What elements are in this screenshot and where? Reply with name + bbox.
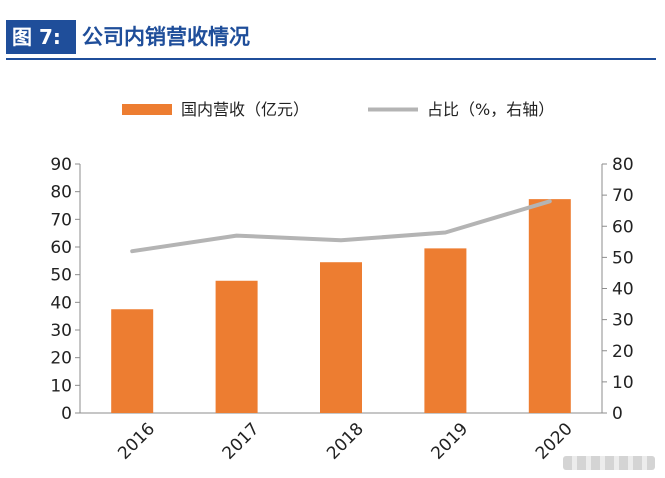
category-label-2018: 2018 bbox=[323, 419, 368, 464]
category-label-2017: 2017 bbox=[219, 419, 264, 464]
left-tick-label: 20 bbox=[50, 349, 72, 369]
left-tick-label: 70 bbox=[50, 210, 72, 230]
right-tick-label: 30 bbox=[612, 311, 634, 331]
bar-2020 bbox=[528, 199, 571, 413]
category-labels: 2016 2017 2018 2019 2020 bbox=[114, 419, 576, 464]
category-label-2016: 2016 bbox=[114, 419, 159, 464]
figure-header: 图 7: 公司内销营收情况 bbox=[0, 0, 665, 64]
right-tick-label: 40 bbox=[612, 280, 634, 300]
bar-2017 bbox=[215, 280, 258, 413]
watermark bbox=[563, 456, 655, 470]
bar-2019 bbox=[424, 248, 467, 413]
bar-series bbox=[111, 199, 571, 413]
right-tick-label: 0 bbox=[612, 404, 623, 424]
right-tick-label: 60 bbox=[612, 217, 634, 237]
legend: 国内营收（亿元） 占比（%，右轴） bbox=[122, 100, 554, 119]
figure-number-badge: 图 7: bbox=[6, 20, 76, 54]
line-series bbox=[130, 199, 552, 254]
left-tick-label: 10 bbox=[50, 376, 72, 396]
header-divider bbox=[6, 58, 656, 60]
legend-label-line: 占比（%，右轴） bbox=[427, 100, 554, 119]
left-tick-label: 0 bbox=[61, 404, 72, 424]
share-line bbox=[130, 199, 552, 254]
right-tick-label: 50 bbox=[612, 248, 634, 268]
left-tick-label: 50 bbox=[50, 266, 72, 286]
right-axis-ticks: 0 10 20 30 40 50 60 70 80 bbox=[602, 155, 634, 424]
left-tick-label: 90 bbox=[50, 155, 72, 175]
left-tick-label: 60 bbox=[50, 238, 72, 258]
legend-swatch-bar bbox=[122, 104, 172, 115]
bar-2018 bbox=[320, 262, 362, 413]
right-tick-label: 10 bbox=[612, 373, 634, 393]
legend-label-bar: 国内营收（亿元） bbox=[181, 100, 309, 119]
left-tick-label: 40 bbox=[50, 293, 72, 313]
right-tick-label: 20 bbox=[612, 342, 634, 362]
left-axis-ticks: 0 10 20 30 40 50 60 70 80 90 bbox=[50, 155, 80, 424]
bar-2016 bbox=[111, 309, 154, 413]
left-tick-label: 30 bbox=[50, 321, 72, 341]
figure-title: 公司内销营收情况 bbox=[82, 25, 250, 49]
left-tick-label: 80 bbox=[50, 183, 72, 203]
right-tick-label: 80 bbox=[612, 155, 634, 175]
right-tick-label: 70 bbox=[612, 186, 634, 206]
category-label-2019: 2019 bbox=[427, 419, 472, 464]
